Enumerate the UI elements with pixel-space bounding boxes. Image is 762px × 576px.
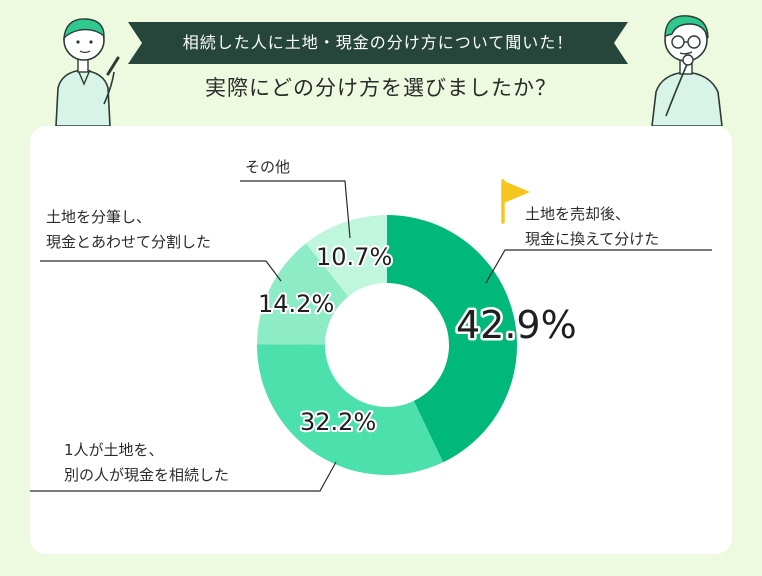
- question-title: 実際にどの分け方を選びましたか？: [205, 76, 557, 100]
- slice-label-2-line-1: 1人が土地を、: [64, 441, 164, 459]
- slice-label-3-line-1: 土地を分筆し、: [46, 208, 151, 226]
- title-banner: 相続した人に土地・現金の分け方について聞いた！: [128, 22, 628, 64]
- flag-icon: [501, 179, 530, 224]
- leader-line-4: [240, 180, 351, 239]
- slice-value-1: 42.9%: [456, 303, 577, 347]
- leader-line-3: [40, 260, 282, 282]
- slice-label-1-line-2: 現金に換えて分けた: [525, 230, 659, 248]
- slice-label-4-line-1: その他: [245, 158, 290, 176]
- person-left-illustration: [55, 18, 120, 126]
- chart-card: [30, 126, 732, 554]
- slice-label-1-line-1: 土地を売却後、: [525, 205, 630, 223]
- banner-ribbon: [128, 22, 628, 64]
- slice-label-2-line-2: 別の人が現金を相続した: [64, 466, 229, 484]
- donut-slice-4: [306, 215, 387, 297]
- slice-value-3: 14.2%: [258, 290, 334, 318]
- banner-title: 相続した人に土地・現金の分け方について聞いた！: [182, 33, 574, 52]
- slice-label-3-line-2: 現金とあわせて分割した: [46, 233, 211, 251]
- slice-value-2: 32.2%: [300, 408, 376, 436]
- donut-slice-3: [257, 243, 349, 345]
- slice-value-4: 10.7%: [316, 243, 392, 271]
- leader-line-2: [30, 461, 337, 492]
- donut-slice-1: [387, 215, 517, 463]
- leader-line-1: [485, 249, 712, 284]
- person-right-illustration: [651, 15, 723, 126]
- donut-slice-2: [256, 344, 444, 475]
